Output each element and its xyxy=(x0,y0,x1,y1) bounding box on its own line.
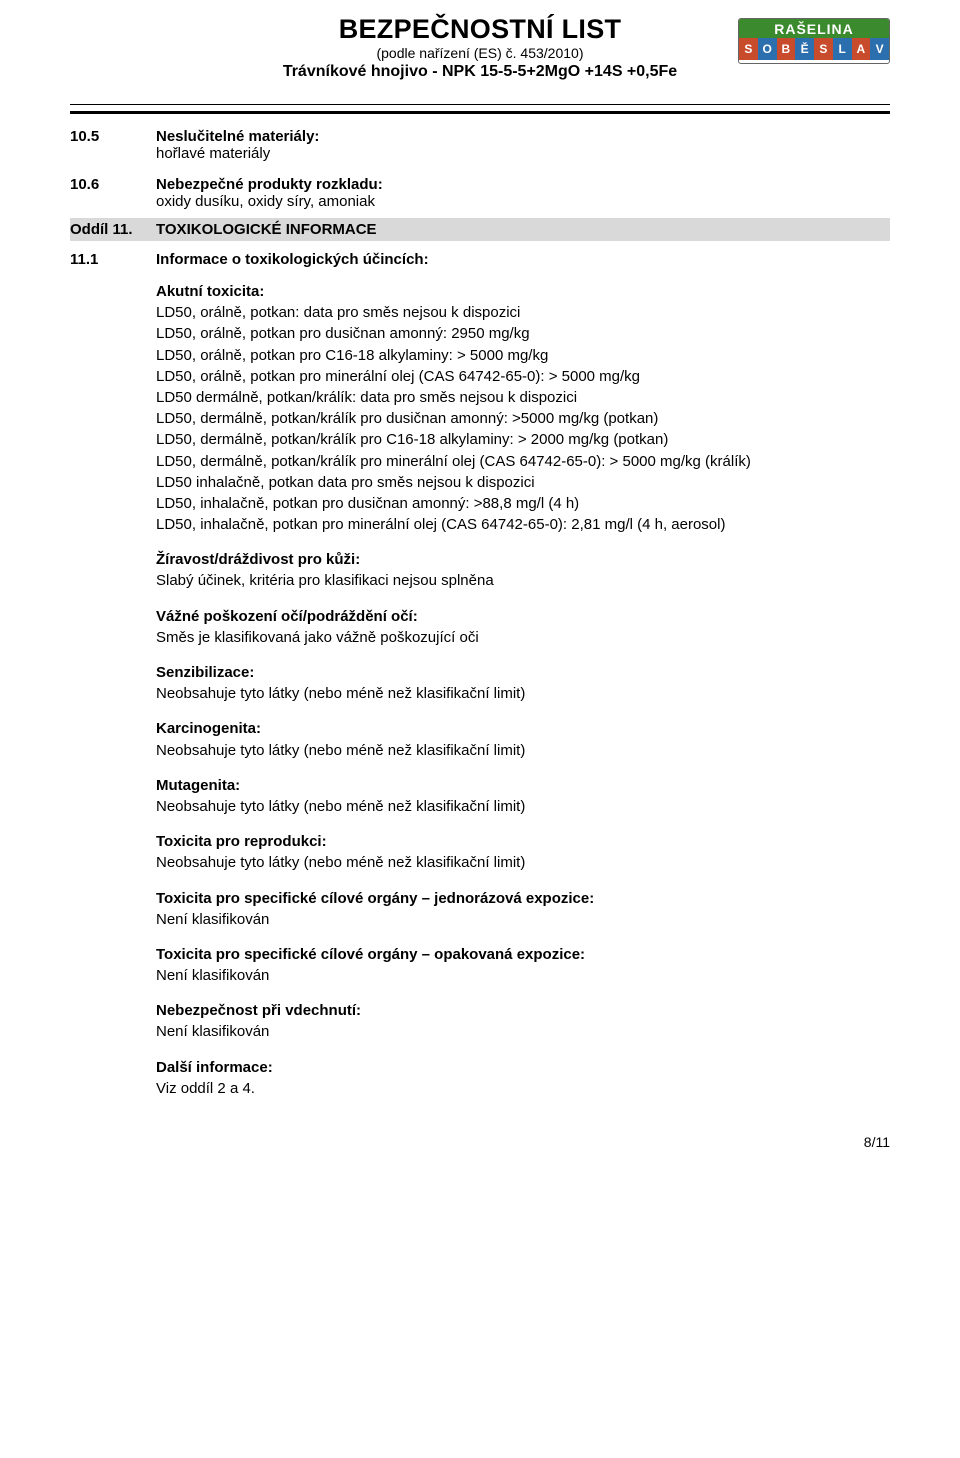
logo-squares: S O B Ě S L A V xyxy=(739,38,889,60)
section-10-5: 10.5 Neslučitelné materiály: hořlavé mat… xyxy=(70,128,890,162)
tox-line: LD50, inhalačně, potkan pro dusičnan amo… xyxy=(156,494,890,513)
section-content: Nebezpečné produkty rozkladu: oxidy dusí… xyxy=(156,176,890,210)
logo-letter: A xyxy=(852,38,871,60)
subbody: Není klasifikován xyxy=(156,910,890,929)
logo-letter: O xyxy=(758,38,777,60)
tox-line: LD50, orálně, potkan pro dusičnan amonný… xyxy=(156,324,890,343)
section-heading: Nebezpečné produkty rozkladu: xyxy=(156,176,890,193)
logo-letter: S xyxy=(814,38,833,60)
subbody: Neobsahuje tyto látky (nebo méně než kla… xyxy=(156,741,890,760)
tox-line: LD50, orálně, potkan pro minerální olej … xyxy=(156,367,890,386)
stot-repeated-block: Toxicita pro specifické cílové orgány – … xyxy=(156,945,890,985)
subheading: Další informace: xyxy=(156,1058,890,1077)
tox-line: LD50, orálně, potkan pro C16-18 alkylami… xyxy=(156,346,890,365)
tox-line: LD50, dermálně, potkan/králík pro dusičn… xyxy=(156,409,890,428)
subheading: Žíravost/dráždivost pro kůži: xyxy=(156,550,890,569)
carcinogenicity-block: Karcinogenita: Neobsahuje tyto látky (ne… xyxy=(156,719,890,759)
acute-toxicity-block: Akutní toxicita: LD50, orálně, potkan: d… xyxy=(156,282,890,534)
section-body: hořlavé materiály xyxy=(156,145,890,162)
subbody: Není klasifikován xyxy=(156,1022,890,1041)
sensitization-block: Senzibilizace: Neobsahuje tyto látky (ne… xyxy=(156,663,890,703)
doc-product: Trávníkové hnojivo - NPK 15-5-5+2MgO +14… xyxy=(70,63,890,81)
logo-letter: S xyxy=(739,38,758,60)
subbody: Není klasifikován xyxy=(156,966,890,985)
header-rule-thin xyxy=(70,104,890,105)
reproductive-toxicity-block: Toxicita pro reprodukci: Neobsahuje tyto… xyxy=(156,832,890,872)
further-info-block: Další informace: Viz oddíl 2 a 4. xyxy=(156,1058,890,1098)
page-number: 8/11 xyxy=(70,1134,890,1150)
section-11-1: 11.1 Informace o toxikologických účincíc… xyxy=(70,251,890,268)
subbody: Neobsahuje tyto látky (nebo méně než kla… xyxy=(156,853,890,872)
section-number: 10.5 xyxy=(70,128,156,162)
subbody: Neobsahuje tyto látky (nebo méně než kla… xyxy=(156,797,890,816)
logo-letter: Ě xyxy=(795,38,814,60)
section-number: 11.1 xyxy=(70,251,156,268)
subheading: Vážné poškození očí/podráždění očí: xyxy=(156,607,890,626)
subheading: Mutagenita: xyxy=(156,776,890,795)
section-band-number: Oddíl 11. xyxy=(70,221,156,238)
subbody: Neobsahuje tyto látky (nebo méně než kla… xyxy=(156,684,890,703)
section-body: oxidy dusíku, oxidy síry, amoniak xyxy=(156,193,890,210)
tox-line: LD50, orálně, potkan: data pro směs nejs… xyxy=(156,303,890,322)
eye-damage-block: Vážné poškození očí/podráždění očí: Směs… xyxy=(156,607,890,647)
subheading: Senzibilizace: xyxy=(156,663,890,682)
section-number: 10.6 xyxy=(70,176,156,210)
subbody: Směs je klasifikovaná jako vážně poškozu… xyxy=(156,628,890,647)
tox-line: LD50 inhalačně, potkan data pro směs nej… xyxy=(156,473,890,492)
subheading: Akutní toxicita: xyxy=(156,282,890,301)
page: BEZPEČNOSTNÍ LIST (podle nařízení (ES) č… xyxy=(0,0,960,1190)
subheading: Karcinogenita: xyxy=(156,719,890,738)
header: BEZPEČNOSTNÍ LIST (podle nařízení (ES) č… xyxy=(70,14,890,102)
tox-line: LD50, inhalačně, potkan pro minerální ol… xyxy=(156,515,890,534)
tox-line: LD50 dermálně, potkan/králík: data pro s… xyxy=(156,388,890,407)
logo-letter: B xyxy=(777,38,796,60)
section-band-title: TOXIKOLOGICKÉ INFORMACE xyxy=(156,221,890,238)
brand-logo: RAŠELINA S O B Ě S L A V xyxy=(738,18,890,64)
section-heading: Neslučitelné materiály: xyxy=(156,128,890,145)
skin-corrosion-block: Žíravost/dráždivost pro kůži: Slabý účin… xyxy=(156,550,890,590)
tox-line: LD50, dermálně, potkan/králík pro C16-18… xyxy=(156,430,890,449)
logo-letter: V xyxy=(870,38,889,60)
subheading: Toxicita pro specifické cílové orgány – … xyxy=(156,945,890,964)
tox-line: LD50, dermálně, potkan/králík pro minerá… xyxy=(156,452,890,471)
section-10-6: 10.6 Nebezpečné produkty rozkladu: oxidy… xyxy=(70,176,890,210)
subbody: Slabý účinek, kritéria pro klasifikaci n… xyxy=(156,571,890,590)
subbody: Viz oddíl 2 a 4. xyxy=(156,1079,890,1098)
logo-letter: L xyxy=(833,38,852,60)
subheading: Toxicita pro reprodukci: xyxy=(156,832,890,851)
section-band-11: Oddíl 11. TOXIKOLOGICKÉ INFORMACE xyxy=(70,218,890,241)
subheading: Nebezpečnost při vdechnutí: xyxy=(156,1001,890,1020)
logo-text-top: RAŠELINA xyxy=(739,19,889,38)
section-heading: Informace o toxikologických účincích: xyxy=(156,251,890,268)
section-content: Neslučitelné materiály: hořlavé materiál… xyxy=(156,128,890,162)
mutagenicity-block: Mutagenita: Neobsahuje tyto látky (nebo … xyxy=(156,776,890,816)
subheading: Toxicita pro specifické cílové orgány – … xyxy=(156,889,890,908)
stot-single-block: Toxicita pro specifické cílové orgány – … xyxy=(156,889,890,929)
aspiration-block: Nebezpečnost při vdechnutí: Není klasifi… xyxy=(156,1001,890,1041)
header-rule-thick xyxy=(70,111,890,114)
